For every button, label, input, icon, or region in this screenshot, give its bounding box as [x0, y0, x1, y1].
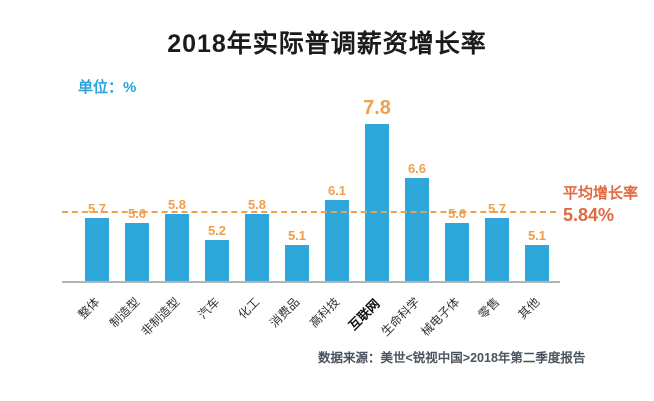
bar-column: 6.1 高科技 [307, 101, 349, 330]
bar [125, 223, 149, 281]
bar [365, 124, 389, 281]
bar [525, 245, 549, 281]
bar [405, 178, 429, 281]
category-label: 整体 [75, 294, 103, 322]
unit-label: 单位：% [78, 79, 137, 96]
bar-column: 5.7 零售 [475, 101, 509, 322]
bar-value-label: 5.6 [447, 206, 467, 221]
bar-column: 6.6 生命科学 [378, 101, 429, 339]
bar-value-label: 5.2 [207, 223, 227, 238]
bar-value-label: 5.8 [167, 197, 187, 212]
bar-column: 5.6 制造型 [107, 101, 149, 330]
category-label: 汽车 [195, 294, 223, 322]
bar-column: 5.8 非制造型 [138, 101, 189, 339]
source-text: 数据来源：美世<锐视中国>2018年第二季度报告 [318, 351, 586, 365]
bar [205, 240, 229, 281]
category-label: 其他 [515, 294, 543, 322]
bar-column: 5.2 汽车 [195, 101, 229, 322]
bar [325, 200, 349, 281]
category-label: 械电子体 [418, 294, 463, 339]
bar-value-label: 5.1 [527, 228, 547, 243]
bar-column: 5.1 消费品 [267, 101, 309, 330]
bar-value-label: 5.8 [247, 197, 267, 212]
category-label: 生命科学 [378, 294, 423, 339]
bar [165, 214, 189, 281]
category-label: 高科技 [306, 294, 343, 331]
bar-column: 5.1 其他 [515, 101, 549, 322]
bar-value-label: 5.1 [287, 228, 307, 243]
category-label: 化工 [235, 294, 263, 322]
bar [485, 218, 509, 281]
bar-value-label: 5.7 [487, 201, 507, 216]
average-dashed-line [62, 211, 556, 213]
bar-column: 5.8 化工 [235, 101, 269, 322]
average-label: 平均增长率 [563, 185, 639, 202]
average-annotation: 平均增长率 5.84% [563, 185, 638, 226]
category-label: 消费品 [266, 294, 303, 331]
bar-column: 5.6 械电子体 [418, 101, 469, 339]
bar-value-label: 6.6 [407, 161, 427, 176]
chart-title: 2018年实际普调薪资增长率 [167, 30, 487, 58]
plot-area: 5.7 整体 5.6 制造型 5.8 非制造型 5.2 汽车 5.8 化工 5.1 消费品 6.1 高科技… [62, 97, 560, 339]
bar-value-label: 7.8 [363, 97, 391, 119]
bar [445, 223, 469, 281]
bar [245, 214, 269, 281]
bar-value-label: 6.1 [327, 183, 347, 198]
bar-value-label: 5.6 [127, 206, 147, 221]
bar [285, 245, 309, 281]
bar [85, 218, 109, 281]
category-label: 零售 [475, 294, 503, 322]
bar-column: 7.8 互联网 [347, 97, 391, 333]
average-value: 5.84% [563, 204, 615, 225]
bar-column: 5.7 整体 [75, 101, 109, 322]
category-label: 非制造型 [138, 294, 183, 339]
